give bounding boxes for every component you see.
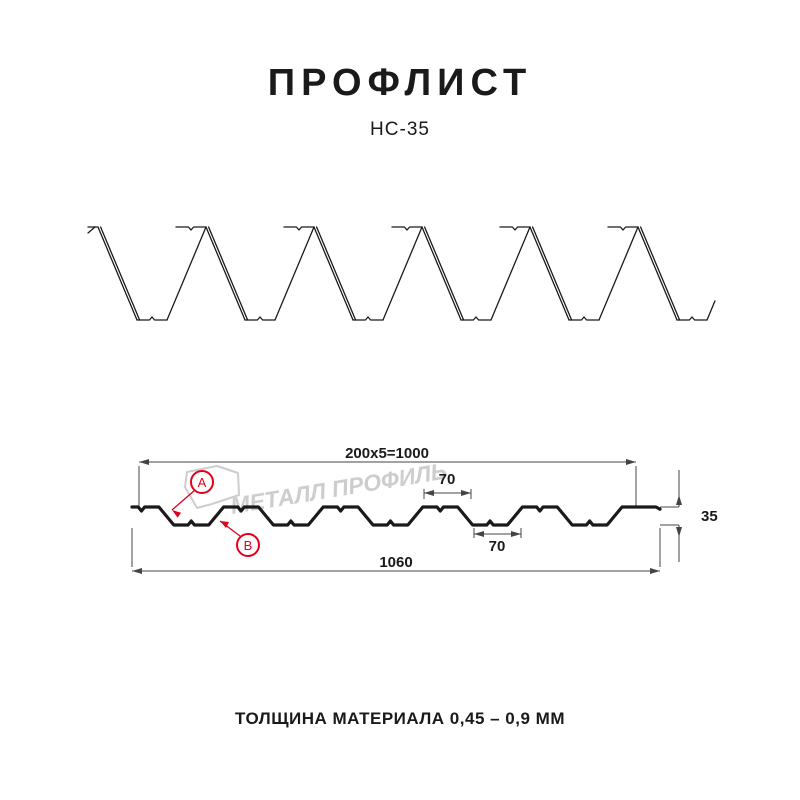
svg-text:A: A — [198, 475, 207, 490]
svg-text:70: 70 — [439, 471, 456, 488]
svg-text:70: 70 — [489, 538, 506, 555]
svg-text:35: 35 — [701, 508, 718, 525]
svg-text:1060: 1060 — [379, 554, 412, 571]
svg-text:B: B — [244, 538, 253, 553]
svg-text:200x5=1000: 200x5=1000 — [345, 445, 429, 462]
